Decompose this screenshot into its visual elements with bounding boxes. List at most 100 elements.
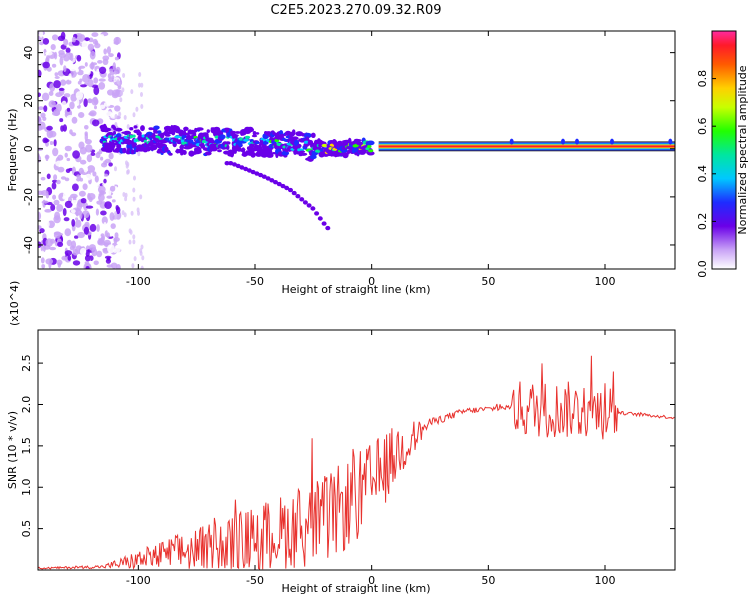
band-mark [274, 138, 280, 143]
noise-mark [99, 104, 106, 110]
noise-mark [103, 160, 108, 165]
band-mark [148, 127, 154, 131]
noise-mark [38, 116, 42, 125]
band-mark [291, 136, 299, 141]
noise-mark [88, 244, 96, 251]
trace-mark [265, 176, 271, 181]
noise-mark [103, 222, 107, 230]
noise-mark [128, 228, 132, 234]
noise-mark [123, 115, 127, 120]
noise-mark [113, 48, 120, 53]
band-mark [200, 143, 206, 149]
band-mark [243, 138, 250, 142]
noise-mark [89, 223, 97, 232]
band-mark [234, 131, 241, 134]
band-mark [150, 144, 158, 151]
band-mark [116, 143, 122, 150]
noise-mark [87, 165, 96, 173]
band-mark [366, 151, 375, 156]
noise-mark [137, 151, 141, 157]
noise-mark [102, 182, 108, 187]
noise-mark [64, 152, 68, 158]
noise-mark [114, 245, 121, 253]
band-mark [231, 130, 236, 135]
noise-mark [84, 255, 91, 262]
noise-mark [114, 166, 117, 172]
noise-mark [45, 238, 53, 247]
noise-mark [62, 124, 67, 132]
noise-mark [38, 262, 41, 268]
noise-mark [50, 204, 56, 211]
noise-mark [53, 231, 62, 239]
noise-mark [95, 208, 99, 216]
band-mark [255, 132, 260, 135]
noise-mark [126, 169, 130, 175]
noise-mark [109, 212, 115, 221]
noise-mark [106, 257, 111, 261]
noise-mark [111, 89, 120, 97]
noise-mark [71, 219, 76, 227]
noise-mark [64, 250, 73, 256]
noise-mark [52, 194, 57, 200]
y-tick-label: 1.5 [20, 437, 33, 455]
noise-mark [90, 152, 96, 157]
noise-mark [72, 176, 77, 180]
noise-mark [98, 82, 106, 90]
trace-mark [276, 181, 282, 187]
colorbar-tick-label: 0.8 [696, 70, 709, 88]
noise-mark [109, 185, 116, 192]
noise-mark [40, 176, 46, 181]
noise-mark [54, 211, 61, 221]
noise-mark [65, 47, 71, 54]
noise-mark [132, 239, 136, 245]
noise-mark [55, 62, 59, 71]
noise-mark [83, 166, 89, 173]
noise-mark [98, 193, 105, 202]
noise-mark [108, 152, 114, 160]
band-mark [252, 131, 257, 136]
noise-mark [97, 239, 104, 245]
noise-mark [84, 37, 90, 42]
noise-mark [64, 200, 73, 209]
band-mark [133, 143, 138, 146]
noise-mark [52, 34, 59, 41]
noise-mark [52, 111, 60, 116]
noise-mark [44, 209, 52, 213]
noise-mark [39, 31, 43, 38]
band-mark [114, 127, 123, 132]
trace-mark [250, 169, 256, 175]
band-mark [279, 130, 284, 136]
noise-mark [93, 86, 100, 96]
noise-mark [132, 187, 136, 193]
noise-mark [48, 100, 56, 108]
snr-x-axis: -100 -50 0 50 100 [126, 330, 616, 587]
snr-y-axis: 0.5 1.0 1.5 2.0 2.5 [20, 354, 675, 537]
noise-mark [46, 125, 53, 131]
band-mark [304, 140, 309, 144]
noise-mark [57, 241, 64, 247]
noise-mark [83, 68, 91, 76]
noise-mark [80, 159, 87, 165]
noise-mark [87, 192, 91, 201]
band-mark [266, 153, 274, 158]
noise-mark [75, 219, 82, 228]
band-mark [561, 138, 565, 145]
band-mark [310, 132, 316, 138]
noise-mark [85, 205, 94, 209]
y-tick-label: -40 [22, 236, 35, 254]
noise-mark [42, 38, 50, 45]
noise-mark [96, 68, 100, 77]
noise-mark [64, 228, 72, 237]
noise-mark [114, 153, 121, 162]
noise-mark [68, 73, 72, 81]
noise-mark [99, 66, 107, 75]
noise-mark [86, 98, 93, 104]
noise-mark [113, 41, 120, 45]
spectrogram-y-label: Frequency (Hz) [6, 109, 19, 192]
colorbar-ticks: 0.0 0.2 0.4 0.6 0.8 [696, 70, 716, 278]
band-mark [198, 149, 202, 154]
band-mark [123, 130, 131, 136]
noise-mark [109, 71, 115, 76]
noise-mark [69, 101, 75, 110]
